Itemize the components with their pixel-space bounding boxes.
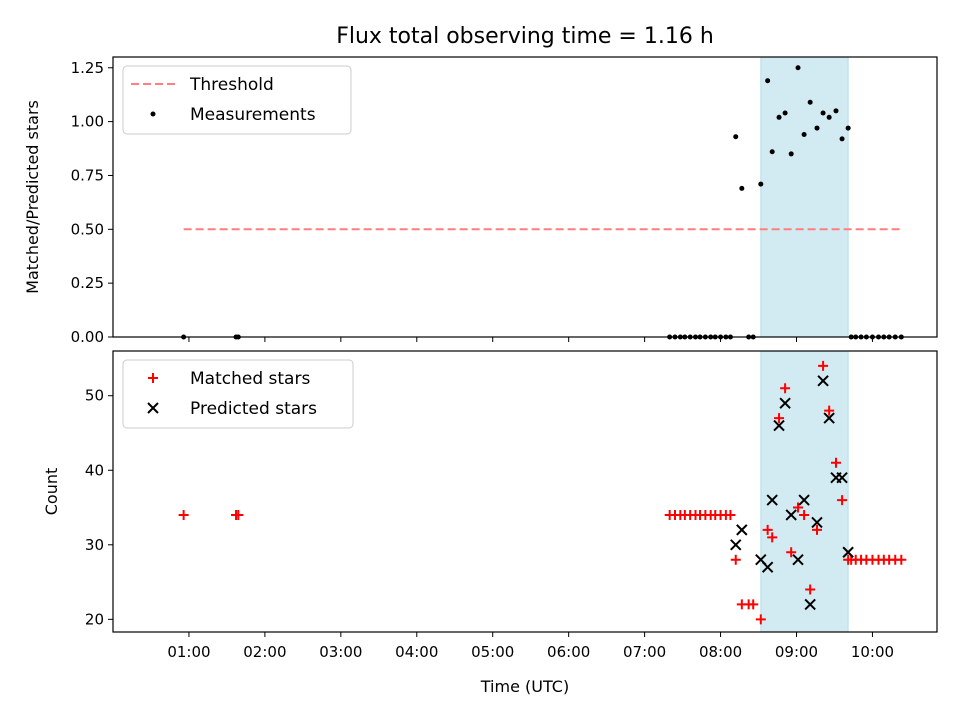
axes-panel-1: 0.00 0.25 0.50 0.75 1.00 1.25 Matched/Predicte… <box>23 56 938 346</box>
y-tick-label: 0.75 <box>71 166 104 184</box>
data-point <box>733 134 739 140</box>
data-point <box>830 457 841 468</box>
data-point <box>807 99 813 105</box>
chart-title: Flux total observing time = 1.16 h <box>336 24 714 49</box>
x-tick-label: 07:00 <box>623 643 666 661</box>
x-tick-label: 02:00 <box>243 643 286 661</box>
data-point <box>801 132 807 138</box>
x-tick-label: 01:00 <box>167 643 210 661</box>
legend-label: Predicted stars <box>190 399 317 419</box>
plot-frame <box>112 56 938 338</box>
series-matched-stars <box>178 360 907 625</box>
data-point <box>748 599 759 610</box>
x-tick-label: 05:00 <box>471 643 514 661</box>
shaded-span <box>760 350 849 633</box>
data-point <box>792 553 804 566</box>
data-point <box>798 494 810 506</box>
data-point <box>178 509 189 520</box>
data-point <box>799 509 810 520</box>
legend: Matched stars Predicted stars <box>122 359 354 429</box>
data-point <box>774 413 785 424</box>
x-tick-label: 04:00 <box>395 643 438 661</box>
y-tick-label: 1.25 <box>71 59 104 77</box>
data-point <box>769 149 775 155</box>
y-tick-label: 0.50 <box>71 220 104 238</box>
data-point <box>762 524 773 535</box>
data-point <box>814 125 820 131</box>
y-tick-label: 0.00 <box>71 328 104 346</box>
x-tick-label: 06:00 <box>547 643 590 661</box>
data-point <box>758 181 764 187</box>
data-point <box>785 509 797 521</box>
x-tick-label: 08:00 <box>699 643 742 661</box>
data-point <box>730 554 741 565</box>
axes-panel-2: 20 30 40 50 01:00 02:00 03:00 04:00 05:00 06:00 07… <box>42 350 938 696</box>
plot-frame <box>112 350 938 633</box>
legend-label: Measurements <box>190 105 316 125</box>
data-point <box>836 472 848 484</box>
data-point <box>755 614 766 625</box>
data-point <box>795 65 801 71</box>
y-tick-label: 1.00 <box>71 113 104 131</box>
data-point <box>845 125 851 131</box>
legend-box <box>122 65 352 135</box>
data-point <box>824 405 835 416</box>
data-point <box>837 495 848 506</box>
data-point <box>765 78 771 84</box>
legend-box <box>122 359 354 429</box>
data-point <box>896 554 907 565</box>
data-point <box>776 114 782 120</box>
data-point <box>739 185 745 191</box>
y-tick-label: 0.25 <box>71 274 104 292</box>
data-point <box>823 412 835 424</box>
x-tick-label: 03:00 <box>319 643 362 661</box>
legend-swatch <box>150 111 156 117</box>
data-point <box>826 114 832 120</box>
legend: Threshold Measurements <box>122 65 352 135</box>
y-tick-label: 30 <box>85 536 104 554</box>
data-point <box>811 516 823 529</box>
data-point <box>736 524 748 536</box>
data-point <box>233 509 244 520</box>
data-point <box>730 539 742 551</box>
data-point <box>761 561 774 573</box>
legend-swatch <box>148 373 158 383</box>
shaded-span <box>760 56 849 338</box>
data-point <box>817 375 829 387</box>
data-point <box>820 110 826 116</box>
y-tick-label: 40 <box>85 461 104 479</box>
data-point <box>767 532 778 543</box>
data-point <box>782 110 788 116</box>
x-axis-label: Time (UTC) <box>480 677 569 696</box>
data-point <box>779 397 791 409</box>
data-point <box>818 360 829 371</box>
data-point <box>833 108 839 114</box>
data-point <box>780 383 791 394</box>
data-point <box>839 136 845 142</box>
series-predicted-stars <box>730 375 854 611</box>
legend-swatch <box>147 402 159 414</box>
data-point <box>805 584 816 595</box>
data-point <box>812 524 823 535</box>
y-tick-label: 50 <box>85 387 104 405</box>
data-point <box>766 494 778 506</box>
legend-label: Threshold <box>189 75 274 95</box>
data-point <box>773 419 785 432</box>
y-axis-label: Count <box>42 468 61 516</box>
data-point <box>793 502 804 513</box>
data-point <box>725 509 736 520</box>
data-point <box>842 546 854 558</box>
y-axis-label: Matched/Predicted stars <box>23 100 42 294</box>
data-point <box>786 547 797 558</box>
data-point <box>788 151 794 157</box>
legend-label: Matched stars <box>190 369 310 389</box>
y-tick-label: 20 <box>85 610 104 628</box>
data-point <box>804 598 816 611</box>
x-tick-label: 10:00 <box>851 643 894 661</box>
x-tick-label: 09:00 <box>775 643 818 661</box>
